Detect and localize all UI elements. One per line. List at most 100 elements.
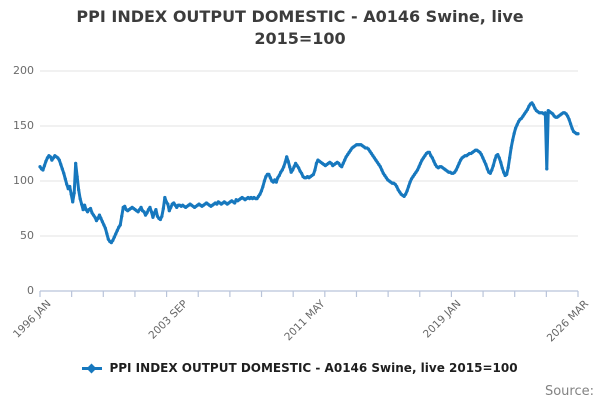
series-point [105,232,109,236]
series-point [142,210,146,214]
series-point [77,188,81,192]
series-point [161,206,165,211]
series-point [292,165,296,169]
series-point [282,165,286,169]
series-point [60,167,64,171]
series-point [497,156,501,160]
series-point [114,232,118,236]
series-point [499,160,503,164]
series-point [509,146,513,150]
chart-title: PPI INDEX OUTPUT DOMESTIC - A0146 Swine,… [0,6,600,49]
series-point [169,205,173,209]
series-point [512,132,516,136]
series-point [99,216,103,220]
chart-title-line2: 2015=100 [254,28,346,48]
series-point [479,153,483,157]
series-point [490,168,494,172]
series-point [160,214,164,218]
series-point [506,166,510,170]
series-point [233,201,237,205]
series-point [283,160,287,164]
series-point [102,223,106,227]
series-point [112,235,116,239]
series-point [74,161,78,165]
series-point [154,208,158,212]
series-point [313,168,317,172]
series-point [258,192,262,196]
series-point [259,189,264,193]
series-point [511,138,515,142]
series-point [415,168,420,172]
series-point [427,150,431,154]
series-point [48,155,53,159]
series-point [139,205,143,209]
series-point [286,159,290,163]
series-point [485,167,489,171]
series-point [418,161,423,165]
series-point [505,172,509,176]
series-point [69,192,73,196]
series-point [576,132,580,136]
series-point [118,223,122,227]
y-axis-tick-label: 50 [20,229,34,242]
series-point [100,220,105,224]
series-point [568,122,573,126]
series-point [484,162,488,167]
series-point [158,217,162,222]
series-point [481,156,485,160]
series-point [291,168,295,172]
series-point [404,192,408,196]
series-point [78,197,82,201]
series-point [525,107,530,112]
series-point [268,176,272,180]
series-point [274,180,278,184]
series-point [68,184,72,189]
series-point [97,213,102,217]
series-point [500,166,504,170]
series-point [482,159,486,163]
series-point [96,216,100,220]
series-point [496,153,500,157]
series-point [299,171,304,175]
series-point [432,159,436,163]
series-point [288,165,292,169]
series-point [280,168,284,172]
series-point [120,214,124,218]
series-point [111,238,115,242]
series-point [277,173,281,178]
series-point [163,195,167,200]
series-point [81,208,85,212]
series-point [395,184,399,189]
series-point [545,167,549,171]
series-point [297,166,301,170]
series-point [57,158,61,162]
y-axis-tick-label: 200 [13,64,34,77]
series-point [167,209,171,213]
series-point [311,172,316,176]
series-point [456,165,460,169]
series-point [502,170,506,174]
series-point [417,165,421,169]
series-point [148,205,152,209]
series-point [41,168,45,172]
series-point [531,103,536,107]
series-point [59,162,63,167]
series-point [508,156,512,160]
series-point [454,168,458,172]
series-point [62,171,66,175]
series-point [488,171,492,175]
series-point [63,177,67,181]
series-point [493,158,497,162]
series-point [80,202,84,206]
series-point [152,211,157,215]
series-point [570,126,574,130]
legend-item[interactable]: PPI INDEX OUTPUT DOMESTIC - A0146 Swine,… [82,361,518,375]
legend-line-marker-icon [82,363,103,373]
series-point [42,164,47,168]
series-point [44,159,48,163]
series-point [115,228,119,233]
series-point [88,206,93,211]
series-point [515,123,519,127]
y-axis-tick-label: 0 [27,284,34,297]
